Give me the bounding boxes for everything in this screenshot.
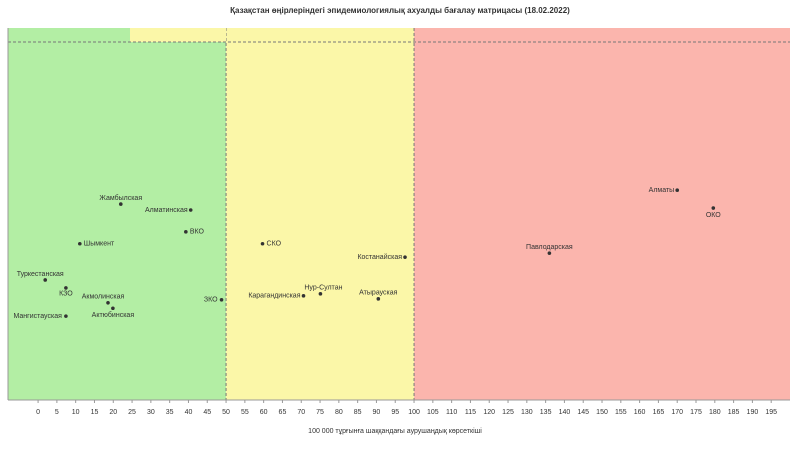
point-label: Мангистауская	[13, 313, 62, 320]
x-tick-label: 105	[427, 409, 439, 416]
x-axis-label: 100 000 тұрғынға шаққандағы аурушаңдық к…	[308, 427, 482, 435]
point	[318, 292, 323, 296]
x-tick-label: 85	[354, 409, 362, 416]
x-tick-label: 125	[502, 409, 514, 416]
point-label: Алматы	[649, 187, 675, 194]
x-tick-label: 130	[521, 409, 533, 416]
point	[118, 202, 123, 206]
x-tick-label: 0	[36, 409, 40, 416]
x-tick-label: 140	[559, 409, 571, 416]
x-tick-label: 145	[577, 409, 589, 416]
point	[376, 297, 381, 301]
x-tick-label: 65	[279, 409, 287, 416]
point-label: Жамбылская	[99, 194, 142, 202]
top-strip	[130, 28, 227, 42]
x-tick-label: 70	[297, 409, 305, 416]
point-label: Туркестанская	[17, 271, 64, 278]
point-label: КЗО	[59, 291, 73, 298]
point	[78, 241, 82, 246]
chart-title: Қазақстан өңірлеріндегі эпидемиологиялық…	[230, 6, 570, 15]
point-label: Атырауская	[359, 290, 397, 297]
point-label: ОКО	[706, 212, 721, 219]
x-tick-label: 10	[72, 409, 80, 416]
x-tick-label: 150	[596, 409, 608, 416]
point-label: Алматинская	[145, 207, 188, 214]
point	[106, 300, 110, 305]
point-label: Павлодарская	[526, 244, 573, 251]
x-tick-label: 100	[408, 409, 420, 416]
point-label: ВКО	[190, 229, 205, 236]
point	[184, 230, 188, 234]
point	[301, 294, 306, 298]
x-tick-label: 80	[335, 409, 343, 416]
point-label: Актюбинская	[92, 311, 135, 319]
x-tick-label: 175	[690, 409, 702, 416]
x-tick-label: 45	[203, 409, 211, 416]
x-tick-label: 35	[166, 409, 174, 416]
x-tick-label: 75	[316, 409, 324, 416]
point-label: ЗКО	[204, 297, 218, 304]
x-tick-label: 5	[55, 409, 59, 416]
point-label: Костанайская	[357, 253, 402, 261]
point-label: Шымкент	[84, 241, 115, 248]
x-tick-label: 30	[147, 409, 155, 416]
point	[675, 188, 680, 192]
x-tick-label: 160	[634, 409, 646, 416]
x-tick-label: 190	[747, 409, 759, 416]
point	[111, 306, 115, 311]
point-label: Карагандинская	[248, 293, 300, 300]
x-tick-label: 155	[615, 409, 627, 416]
point	[188, 208, 193, 212]
zone	[414, 28, 790, 400]
point-label: Акмолинская	[82, 294, 125, 301]
x-tick-label: 90	[373, 409, 381, 416]
x-tick-label: 20	[109, 409, 117, 416]
x-tick-label: 185	[728, 409, 740, 416]
point-label: Нур-Султан	[304, 285, 342, 292]
x-tick-label: 25	[128, 409, 136, 416]
point	[711, 206, 716, 210]
zone	[226, 28, 415, 400]
point	[260, 241, 265, 246]
point	[403, 255, 407, 259]
point	[547, 251, 552, 255]
x-tick-label: 40	[185, 409, 193, 416]
x-tick-label: 195	[765, 409, 777, 416]
zone	[8, 28, 227, 400]
x-tick-label: 115	[465, 409, 476, 416]
point	[64, 286, 68, 290]
x-tick-label: 165	[653, 409, 665, 416]
x-tick-label: 95	[391, 409, 399, 416]
point	[64, 314, 68, 318]
x-tick-label: 15	[91, 409, 99, 416]
x-tick-label: 180	[709, 409, 721, 416]
x-tick-label: 135	[540, 409, 552, 416]
point	[43, 278, 48, 282]
x-tick-label: 50	[222, 409, 230, 416]
x-tick-label: 170	[671, 409, 683, 416]
x-tick-label: 110	[446, 409, 457, 416]
x-tick-label: 60	[260, 409, 268, 416]
point	[219, 298, 224, 302]
x-tick-label: 120	[483, 409, 495, 416]
x-tick-label: 55	[241, 409, 249, 416]
point-label: СКО	[267, 241, 282, 248]
